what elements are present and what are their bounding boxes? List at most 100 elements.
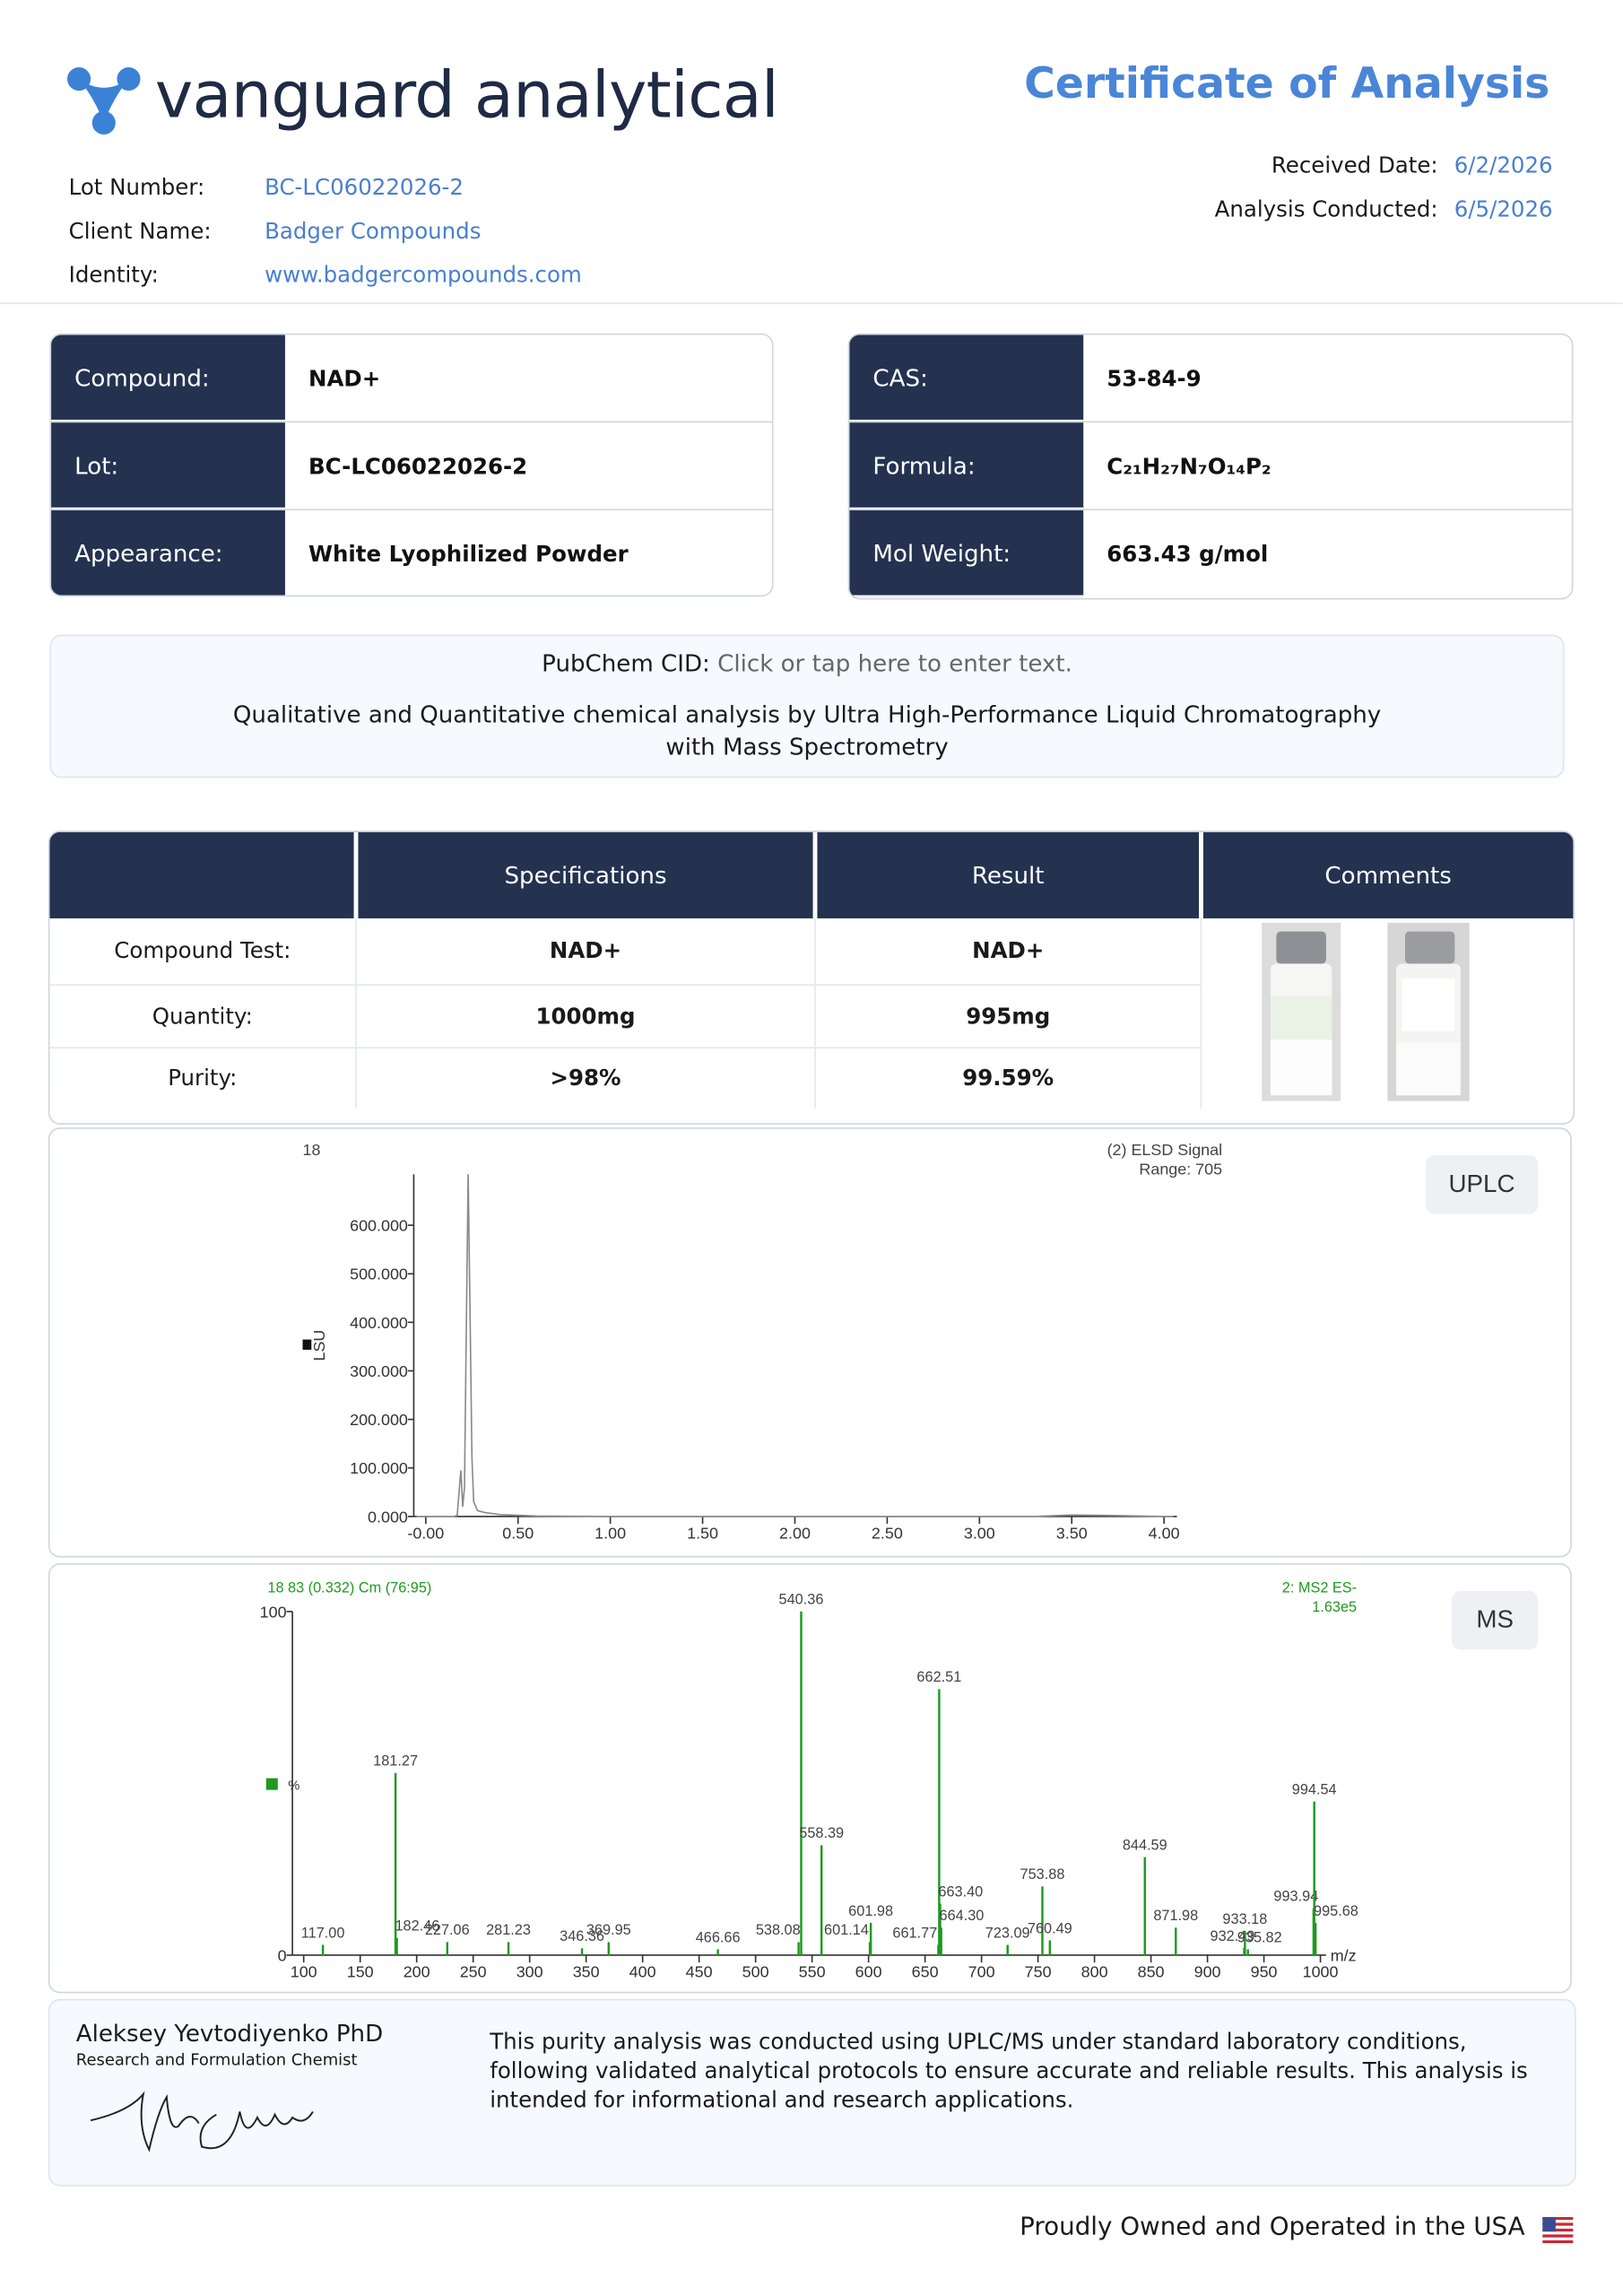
results-box: Specifications Result Comments Compound … bbox=[48, 831, 1575, 1125]
intensity-label: 1.63e5 bbox=[1312, 1599, 1357, 1615]
run-label: 18 bbox=[303, 1141, 321, 1159]
date-label: Analysis Conducted: bbox=[1214, 196, 1438, 222]
comments-cell bbox=[1200, 918, 1574, 1109]
x-tick-label: 300 bbox=[516, 1962, 543, 1980]
peak-label: 281.23 bbox=[486, 1922, 531, 1938]
x-tick-label: 400 bbox=[629, 1962, 656, 1980]
pubchem-line: PubChem CID: Click or tap here to enter … bbox=[51, 649, 1563, 677]
peak-label: 662.51 bbox=[916, 1669, 961, 1685]
peak-label: 993.94 bbox=[1273, 1889, 1318, 1905]
y-tick-label: 300.000 bbox=[350, 1362, 408, 1380]
peak-label: 538.08 bbox=[756, 1922, 801, 1938]
results-table: Specifications Result Comments Compound … bbox=[49, 831, 1574, 1109]
peak-label: 932.49 bbox=[1211, 1928, 1255, 1944]
x-tick-label: 3.50 bbox=[1056, 1524, 1088, 1542]
prop-label: Formula: bbox=[849, 422, 1084, 509]
ms-tag: MS bbox=[1452, 1590, 1539, 1650]
x-tick-label: 900 bbox=[1194, 1962, 1221, 1980]
y-tick-label: 600.000 bbox=[350, 1217, 408, 1235]
spec-cell: >98% bbox=[355, 1047, 816, 1109]
x-tick-label: 600 bbox=[855, 1962, 882, 1980]
row-label: Purity: bbox=[168, 1065, 238, 1091]
vial-photos bbox=[1262, 922, 1470, 1101]
peak-label: 995.68 bbox=[1314, 1903, 1358, 1919]
x-tick-label: 750 bbox=[1025, 1962, 1052, 1980]
result-cell: NAD+ bbox=[814, 918, 1202, 986]
x-tick-label: 4.00 bbox=[1149, 1524, 1180, 1542]
prop-value: BC-LC06022026-2 bbox=[308, 452, 528, 479]
prop-label: CAS: bbox=[849, 335, 1084, 422]
x-tick-label: 1.00 bbox=[595, 1524, 626, 1542]
x-tick-label: 150 bbox=[347, 1962, 374, 1980]
y-tick-label: 0.000 bbox=[368, 1508, 408, 1526]
pubchem-value: Click or tap here to enter text. bbox=[717, 648, 1072, 677]
x-tick-label: 550 bbox=[799, 1962, 826, 1980]
method-text: Qualitative and Quantitative chemical an… bbox=[232, 700, 1382, 761]
y-tick-label: 100 bbox=[260, 1603, 287, 1621]
peak-label: 558.39 bbox=[799, 1825, 844, 1841]
statement: This purity analysis was conducted using… bbox=[490, 2028, 1528, 2114]
peak-label: 346.36 bbox=[560, 1928, 604, 1944]
field-label: Client Name: bbox=[68, 217, 212, 245]
x-tick-label: 2.00 bbox=[779, 1524, 811, 1542]
y-tick-label: 400.000 bbox=[350, 1314, 408, 1332]
y-tick-label: 100.000 bbox=[350, 1459, 408, 1477]
logo-icon bbox=[67, 67, 141, 135]
uplc-box bbox=[48, 1127, 1572, 1558]
prop-value: NAD+ bbox=[308, 364, 381, 392]
prop-value: 53-84-9 bbox=[1107, 364, 1202, 392]
peak-label: 871.98 bbox=[1153, 1908, 1198, 1924]
header-fields: Lot Number: BC-LC06022026-2 Client Name: B… bbox=[69, 165, 582, 297]
header-cell: Specifications bbox=[353, 831, 816, 918]
peak-label: 466.66 bbox=[696, 1929, 741, 1945]
x-tick-label: 1.50 bbox=[687, 1524, 718, 1542]
x-tick-label: 650 bbox=[912, 1962, 939, 1980]
x-tick-label: 700 bbox=[968, 1962, 995, 1980]
x-tick-label: 3.00 bbox=[964, 1524, 995, 1542]
x-tick-label: 350 bbox=[573, 1962, 600, 1980]
signer-role: Research and Formulation Chemist bbox=[75, 2049, 358, 2070]
y-tick-label: 500.000 bbox=[350, 1265, 408, 1283]
signer-name: Aleksey Yevtodiyenko PhD bbox=[75, 2019, 384, 2048]
row-label: Quantity: bbox=[49, 984, 357, 1048]
header-dates: Received Date: 6/2/2026 Analysis Conduct… bbox=[1215, 144, 1553, 231]
peak-label: 227.06 bbox=[425, 1922, 470, 1938]
peak-label: 994.54 bbox=[1292, 1782, 1337, 1798]
field-value: BC-LC06022026-2 bbox=[265, 174, 464, 201]
header-cell: Result bbox=[812, 831, 1202, 918]
peak-label: 844.59 bbox=[1123, 1838, 1167, 1854]
doc-title: Certificate of Analysis bbox=[1024, 58, 1550, 109]
properties-right: CAS: 53-84-9 Formula: C₂₁H₂₇N₇O₁₄P₂ Mol We… bbox=[847, 333, 1574, 600]
date-value: 6/2/2026 bbox=[1454, 152, 1553, 178]
signal-label: (2) ELSD Signal bbox=[1107, 1141, 1223, 1159]
field-label: Identity: bbox=[68, 261, 159, 289]
prop-label: Mol Weight: bbox=[849, 510, 1084, 597]
date-label: Received Date: bbox=[1271, 152, 1438, 178]
divider bbox=[0, 302, 1623, 305]
prop-value: 663.43 g/mol bbox=[1107, 540, 1269, 567]
prop-label: Appearance: bbox=[51, 510, 285, 596]
prop-label: Lot: bbox=[51, 422, 285, 509]
prop-value: White Lyophilized Powder bbox=[308, 540, 629, 567]
signature-scribble bbox=[90, 2091, 314, 2152]
date-value: 6/5/2026 bbox=[1454, 196, 1553, 222]
y-tick-label: 200.000 bbox=[350, 1411, 408, 1429]
header-cell bbox=[49, 831, 357, 918]
logo-text: vanguard analytical bbox=[154, 58, 779, 134]
scan-label: 2: MS2 ES- bbox=[1282, 1580, 1357, 1596]
peak-label: 601.98 bbox=[848, 1903, 893, 1919]
x-tick-label: 500 bbox=[742, 1962, 769, 1980]
x-tick-label: -0.00 bbox=[407, 1524, 444, 1542]
peak-label: 723.09 bbox=[985, 1925, 1030, 1941]
pubchem-label: PubChem CID: bbox=[542, 648, 710, 677]
x-tick-label: 950 bbox=[1251, 1962, 1278, 1980]
prop-label: Compound: bbox=[51, 335, 285, 422]
y-axis-label: LSU bbox=[310, 1330, 328, 1361]
uplc-tag: UPLC bbox=[1425, 1155, 1539, 1214]
x-tick-label: 450 bbox=[686, 1962, 713, 1980]
x-tick-label: 1000 bbox=[1303, 1962, 1339, 1980]
peak-label: 540.36 bbox=[779, 1592, 824, 1608]
